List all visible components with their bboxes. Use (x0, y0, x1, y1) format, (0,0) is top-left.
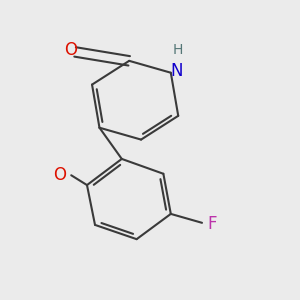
Text: N: N (170, 62, 182, 80)
Text: O: O (53, 166, 66, 184)
Text: O: O (64, 41, 77, 59)
Text: F: F (208, 215, 217, 233)
Text: H: H (173, 44, 183, 57)
